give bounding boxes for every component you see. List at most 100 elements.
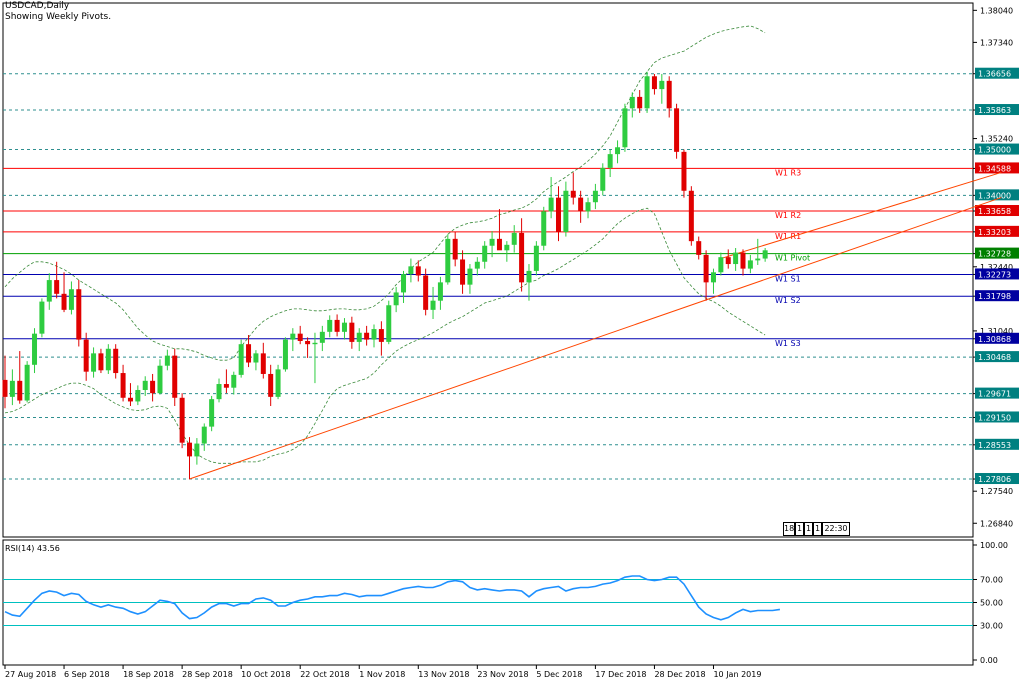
candle-body (496, 238, 502, 251)
candle-body (83, 339, 89, 372)
candle-body (637, 96, 643, 109)
candle-body (223, 384, 229, 388)
price-level-tag-text: 1.32728 (978, 250, 1011, 259)
trendline (189, 197, 1002, 480)
price-level-tag (975, 411, 1019, 423)
price-level-tag-text: 1.32273 (978, 270, 1011, 279)
trendline (720, 171, 1002, 260)
chart-symbol-title: USDCAD,Daily (5, 1, 70, 11)
candle-body (445, 238, 451, 283)
candle-body (238, 344, 244, 375)
rsi-tick-label: 0.00 (980, 656, 998, 665)
price-level-tag-text: 1.35863 (978, 106, 1011, 115)
candle-body (334, 319, 340, 332)
candle-body (378, 329, 384, 342)
price-level-tag-text: 1.36656 (978, 70, 1011, 79)
price-tick-label: 1.27540 (980, 487, 1013, 496)
time-axis-label: 1 Nov 2018 (359, 670, 405, 679)
price-level-tag (975, 205, 1019, 217)
price-level-tag (975, 268, 1019, 280)
candle-body (541, 211, 547, 246)
candle-body (157, 365, 163, 394)
candle-body (755, 258, 761, 261)
time-axis-label: 22 Oct 2018 (300, 670, 349, 679)
candle-body (644, 76, 650, 109)
price-level-tag-text: 1.29671 (978, 390, 1011, 399)
candle-body (563, 190, 569, 232)
candle-body (91, 353, 97, 372)
price-level-tag (975, 438, 1019, 450)
price-level-tag (975, 351, 1019, 363)
price-level-tag-text: 1.35000 (978, 146, 1011, 155)
price-level-tag (975, 225, 1019, 237)
price-level-tag-text: 1.33203 (978, 228, 1011, 237)
pivot-level-label: W1 R1 (775, 232, 801, 241)
candle-body (305, 340, 311, 345)
candle-body (747, 260, 753, 269)
candle-body (474, 261, 480, 269)
candle-body (39, 301, 45, 334)
candle-body (629, 96, 635, 109)
candle-body (408, 266, 414, 275)
candle-body (282, 339, 288, 370)
price-level-tag (975, 189, 1019, 201)
price-tick-label: 1.35240 (980, 135, 1013, 144)
candle-body (386, 305, 392, 342)
candle-body (430, 300, 436, 310)
pivot-level-label: W1 R3 (775, 168, 801, 177)
candle-body (740, 252, 746, 269)
candle-body (622, 108, 628, 148)
candle-body (209, 399, 215, 427)
candle-body (253, 353, 259, 363)
candle-body (216, 384, 222, 400)
candle-body (460, 259, 466, 285)
candle-body (703, 254, 709, 283)
price-level-tag (975, 290, 1019, 302)
candle-body (607, 154, 613, 168)
chart-subtitle: Showing Weekly Pivots. (5, 12, 112, 22)
time-button[interactable]: 22:30 (822, 522, 850, 536)
price-level-tag-text: 1.29150 (978, 413, 1011, 422)
candle-body (2, 379, 8, 397)
candle-body (349, 322, 355, 342)
candle-body (150, 380, 156, 394)
candle-body (688, 190, 694, 242)
candle-body (297, 333, 303, 341)
price-tick-label: 1.38040 (980, 6, 1013, 15)
time-button[interactable]: 1 (804, 522, 813, 536)
rsi-line (4, 575, 781, 621)
rsi-tick-label: 70.00 (980, 576, 1003, 585)
time-axis-label: 10 Jan 2019 (713, 670, 761, 679)
time-button[interactable]: 1 (795, 522, 804, 536)
candle-body (401, 274, 407, 293)
candle-body (113, 348, 119, 374)
candle-body (725, 257, 731, 265)
candle-body (327, 319, 333, 332)
time-axis-label: 28 Dec 2018 (654, 670, 705, 679)
time-button[interactable]: 18 (783, 522, 795, 536)
candle-body (61, 293, 67, 310)
time-button[interactable]: 1 (813, 522, 822, 536)
candle-body (371, 329, 377, 340)
candle-body (68, 289, 74, 310)
bollinger-upper-band (4, 25, 766, 361)
price-level-tag (975, 387, 1019, 399)
candle-body (511, 232, 517, 245)
price-level-tag-text: 1.34588 (978, 164, 1011, 173)
candle-body (681, 151, 687, 191)
candle-body (710, 272, 716, 283)
time-axis-label: 5 Dec 2018 (536, 670, 582, 679)
candle-body (142, 380, 148, 390)
candle-body (482, 245, 488, 262)
candle-body (24, 364, 30, 401)
candle-body (674, 108, 680, 152)
price-level-tag (975, 67, 1019, 79)
pivot-level-label: W1 R2 (775, 211, 801, 220)
candle-body (556, 197, 561, 232)
candle-body (548, 197, 554, 212)
candle-body (98, 353, 104, 371)
price-panel-frame (2, 2, 974, 538)
candle-body (364, 332, 370, 340)
